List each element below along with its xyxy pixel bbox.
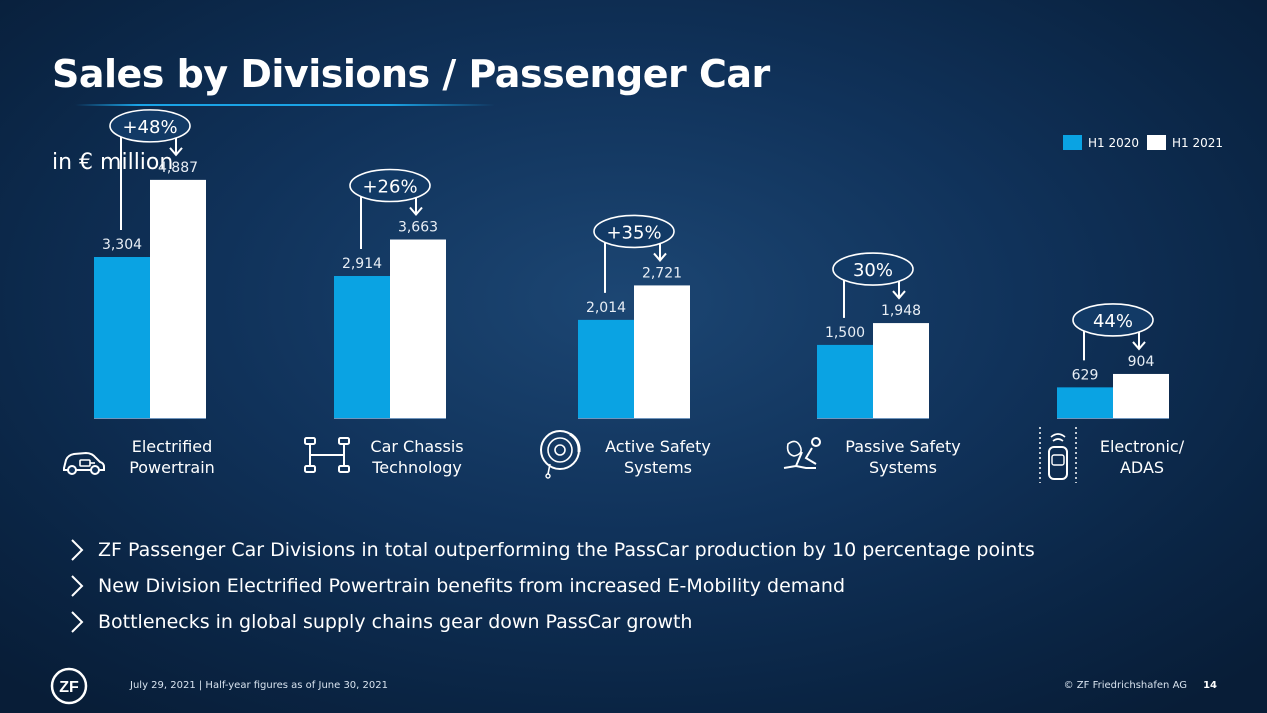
icon-part <box>547 463 551 475</box>
data-label-h1-2020: 2,014 <box>586 300 626 316</box>
icon-part <box>545 473 551 479</box>
chevron-right-icon <box>71 611 84 633</box>
page-title: Sales by Divisions / Passenger Car <box>52 52 770 96</box>
data-label-h1-2021: 3,663 <box>398 220 438 236</box>
bar-h1-2020 <box>94 257 150 418</box>
icon-part <box>783 451 816 469</box>
category-label: Electronic/ <box>1100 437 1185 456</box>
bullet-text: Bottlenecks in global supply chains gear… <box>98 611 693 633</box>
footer-copyright: © ZF Friedrichshafen AG <box>1063 680 1187 691</box>
growth-label: +26% <box>362 177 417 198</box>
legend-swatch-h1-2021 <box>1146 135 1166 150</box>
footer-date-note: July 29, 2021 | Half-year figures as of … <box>130 680 388 691</box>
growth-arrow <box>409 197 423 217</box>
category-label: Systems <box>869 458 937 477</box>
legend-item-h1-2020: H1 2020 <box>1062 135 1139 150</box>
legend: H1 2020 H1 2021 <box>1055 135 1223 150</box>
chassis-icon <box>304 437 350 473</box>
data-label-h1-2021: 1,948 <box>881 303 921 319</box>
growth-bubble <box>349 168 431 203</box>
growth-bubble <box>832 252 914 286</box>
data-label-h1-2021: 904 <box>1128 354 1155 370</box>
icon-part <box>338 465 350 473</box>
bar-h1-2020 <box>578 319 634 418</box>
bar-h1-2020 <box>334 276 390 418</box>
icon-part <box>1051 454 1065 466</box>
category-label: ADAS <box>1120 458 1164 477</box>
category-label: Passive Safety <box>845 437 960 456</box>
icon-part <box>79 459 91 467</box>
page-number: 14 <box>1203 680 1217 691</box>
bar-h1-2021 <box>634 285 690 418</box>
bullet-item: ZF Passenger Car Divisions in total outp… <box>64 532 1035 568</box>
data-label-h1-2021: 2,721 <box>642 265 682 281</box>
category-label: Electrified <box>132 437 213 456</box>
data-label-h1-2020: 629 <box>1072 367 1099 383</box>
data-label-h1-2020: 1,500 <box>825 325 865 341</box>
data-label-h1-2020: 3,304 <box>102 237 142 253</box>
icon-part <box>304 437 316 445</box>
legend-swatch-h1-2020 <box>1062 135 1082 150</box>
chevron-right-icon <box>71 539 84 561</box>
bullet-text: New Division Electrified Powertrain bene… <box>98 575 846 597</box>
legend-item-h1-2021: H1 2021 <box>1146 135 1223 150</box>
adas-car-icon <box>1039 427 1077 483</box>
bullet-text: ZF Passenger Car Divisions in total outp… <box>98 539 1035 561</box>
icon-part <box>786 440 802 457</box>
icon-part <box>804 447 817 465</box>
bar-h1-2021 <box>873 323 929 418</box>
icon-part <box>1048 446 1068 480</box>
unit-label: in € million <box>52 150 174 175</box>
legend-label-h1-2021: H1 2021 <box>1171 135 1223 150</box>
growth-bubble <box>1072 303 1154 337</box>
icon-part <box>554 444 566 456</box>
icon-part <box>547 437 573 463</box>
data-label-h1-2020: 2,914 <box>342 256 382 272</box>
bar-h1-2021 <box>150 179 206 418</box>
growth-bubble <box>593 214 675 249</box>
bar-h1-2020 <box>817 344 873 418</box>
growth-arrow <box>169 137 183 157</box>
title-underline <box>75 104 495 106</box>
icon-part <box>309 444 345 466</box>
growth-label: 30% <box>853 260 893 281</box>
icon-part <box>569 432 581 453</box>
category-label: Systems <box>624 458 692 477</box>
icon-part <box>811 437 821 447</box>
bar-h1-2020 <box>1057 387 1113 418</box>
icon-part <box>338 437 350 445</box>
chevron-right-icon <box>71 575 84 597</box>
zf-logo: ZF <box>50 667 88 705</box>
zf-logo-text: ZF <box>59 679 79 696</box>
bullet-list: ZF Passenger Car Divisions in total outp… <box>64 532 1035 640</box>
growth-label: +48% <box>122 117 177 138</box>
icon-part <box>63 451 105 471</box>
category-label: Active Safety <box>605 437 711 456</box>
category-label: Technology <box>371 458 462 477</box>
growth-label: +35% <box>606 222 661 243</box>
category-label: Powertrain <box>129 458 215 477</box>
bullet-item: Bottlenecks in global supply chains gear… <box>64 604 1035 640</box>
icon-part <box>90 465 100 475</box>
brake-disc-icon <box>540 430 581 479</box>
growth-arrow <box>653 243 667 262</box>
bar-h1-2021 <box>1113 373 1169 418</box>
bullet-item: New Division Electrified Powertrain bene… <box>64 568 1035 604</box>
growth-arrow <box>892 281 906 300</box>
growth-arrow <box>1132 331 1146 351</box>
growth-bubble <box>109 109 191 143</box>
bar-h1-2021 <box>390 239 446 418</box>
icon-part <box>67 465 77 475</box>
data-label-h1-2021: 4,887 <box>158 160 198 176</box>
legend-label-h1-2020: H1 2020 <box>1087 135 1139 150</box>
electric-car-icon <box>63 451 105 475</box>
icon-part <box>304 465 316 473</box>
category-label: Car Chassis <box>370 437 463 456</box>
icon-part <box>1050 433 1066 442</box>
airbag-seat-icon <box>783 437 821 469</box>
growth-label: 44% <box>1093 311 1133 332</box>
bar-chart: 3,304 4,887 +48% Electrified Powertrain 2,914… <box>63 109 1185 483</box>
